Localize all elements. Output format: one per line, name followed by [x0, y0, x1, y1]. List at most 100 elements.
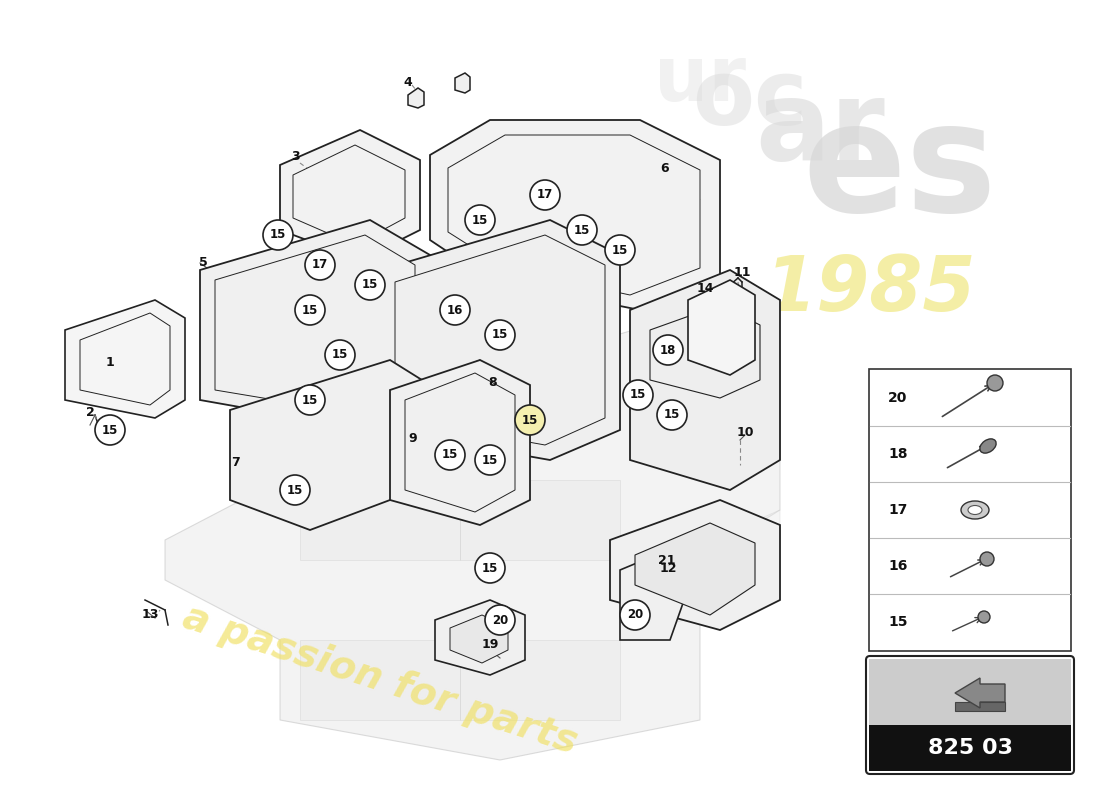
Text: 6: 6 — [661, 162, 669, 174]
Circle shape — [465, 205, 495, 235]
FancyBboxPatch shape — [869, 369, 1071, 651]
Text: 18: 18 — [660, 343, 676, 357]
Circle shape — [657, 400, 688, 430]
Circle shape — [623, 380, 653, 410]
Circle shape — [95, 415, 125, 445]
Text: 15: 15 — [362, 278, 378, 291]
Polygon shape — [434, 600, 525, 675]
Circle shape — [440, 295, 470, 325]
Ellipse shape — [980, 439, 997, 453]
Circle shape — [605, 235, 635, 265]
Text: 15: 15 — [521, 414, 538, 426]
Circle shape — [305, 250, 336, 280]
Circle shape — [295, 295, 324, 325]
Circle shape — [978, 611, 990, 623]
Circle shape — [485, 320, 515, 350]
Polygon shape — [379, 220, 620, 460]
Text: 15: 15 — [482, 562, 498, 574]
Text: 15: 15 — [301, 394, 318, 406]
Text: 14: 14 — [696, 282, 714, 294]
Polygon shape — [460, 640, 620, 720]
Circle shape — [324, 340, 355, 370]
Text: ar: ar — [755, 77, 884, 183]
Text: 20: 20 — [627, 609, 644, 622]
Circle shape — [263, 220, 293, 250]
Text: 16: 16 — [447, 303, 463, 317]
Text: 15: 15 — [287, 483, 304, 497]
Circle shape — [530, 180, 560, 210]
Circle shape — [485, 605, 515, 635]
Polygon shape — [390, 360, 530, 525]
Polygon shape — [450, 615, 508, 663]
Text: 20: 20 — [492, 614, 508, 626]
Polygon shape — [620, 545, 700, 640]
Text: 15: 15 — [630, 389, 646, 402]
Text: 15: 15 — [492, 329, 508, 342]
Circle shape — [475, 553, 505, 583]
Circle shape — [620, 600, 650, 630]
Circle shape — [515, 405, 544, 435]
Polygon shape — [635, 523, 755, 615]
Circle shape — [980, 552, 994, 566]
Text: 21: 21 — [658, 554, 675, 566]
Polygon shape — [395, 235, 605, 445]
Polygon shape — [230, 360, 430, 530]
Text: 15: 15 — [332, 349, 349, 362]
Text: 1: 1 — [106, 357, 114, 370]
FancyBboxPatch shape — [866, 656, 1074, 774]
Text: 15: 15 — [472, 214, 488, 226]
Polygon shape — [430, 360, 480, 430]
Text: 18: 18 — [888, 447, 907, 461]
Text: 19: 19 — [482, 638, 498, 651]
Text: 11: 11 — [734, 266, 750, 278]
FancyBboxPatch shape — [869, 725, 1071, 771]
Text: 15: 15 — [888, 615, 907, 629]
Polygon shape — [455, 73, 470, 93]
Polygon shape — [650, 305, 760, 398]
Text: 15: 15 — [574, 223, 591, 237]
Polygon shape — [405, 373, 515, 512]
Circle shape — [475, 445, 505, 475]
FancyBboxPatch shape — [869, 659, 1071, 727]
Text: 825 03: 825 03 — [927, 738, 1012, 758]
Text: 17: 17 — [312, 258, 328, 271]
Text: 7: 7 — [232, 455, 241, 469]
Polygon shape — [408, 88, 424, 108]
Circle shape — [653, 335, 683, 365]
Text: 9: 9 — [409, 431, 417, 445]
Ellipse shape — [961, 501, 989, 519]
Polygon shape — [610, 500, 780, 630]
Polygon shape — [430, 120, 720, 310]
Text: 10: 10 — [736, 426, 754, 438]
FancyArrow shape — [955, 678, 1005, 708]
Text: 8: 8 — [488, 375, 497, 389]
Text: 15: 15 — [301, 303, 318, 317]
Polygon shape — [300, 480, 460, 560]
Circle shape — [987, 375, 1003, 391]
Text: 13: 13 — [141, 607, 158, 621]
Circle shape — [355, 270, 385, 300]
Text: 15: 15 — [612, 243, 628, 257]
Text: 16: 16 — [888, 559, 907, 573]
Polygon shape — [165, 310, 780, 760]
Text: 12: 12 — [659, 562, 676, 574]
Text: 17: 17 — [888, 503, 907, 517]
Text: 15: 15 — [442, 449, 459, 462]
Text: 15: 15 — [270, 229, 286, 242]
Text: 1985: 1985 — [763, 253, 977, 327]
Circle shape — [434, 440, 465, 470]
Polygon shape — [448, 135, 700, 295]
Text: a passion for parts: a passion for parts — [178, 598, 582, 762]
Circle shape — [566, 215, 597, 245]
Polygon shape — [620, 510, 780, 640]
Text: 20: 20 — [888, 391, 907, 405]
Circle shape — [280, 475, 310, 505]
Text: 5: 5 — [199, 255, 208, 269]
Polygon shape — [630, 270, 780, 490]
Text: 2: 2 — [86, 406, 95, 419]
Text: 15: 15 — [482, 454, 498, 466]
Ellipse shape — [968, 506, 982, 514]
Polygon shape — [688, 280, 755, 375]
Polygon shape — [300, 640, 460, 720]
Text: ur: ur — [654, 43, 746, 117]
